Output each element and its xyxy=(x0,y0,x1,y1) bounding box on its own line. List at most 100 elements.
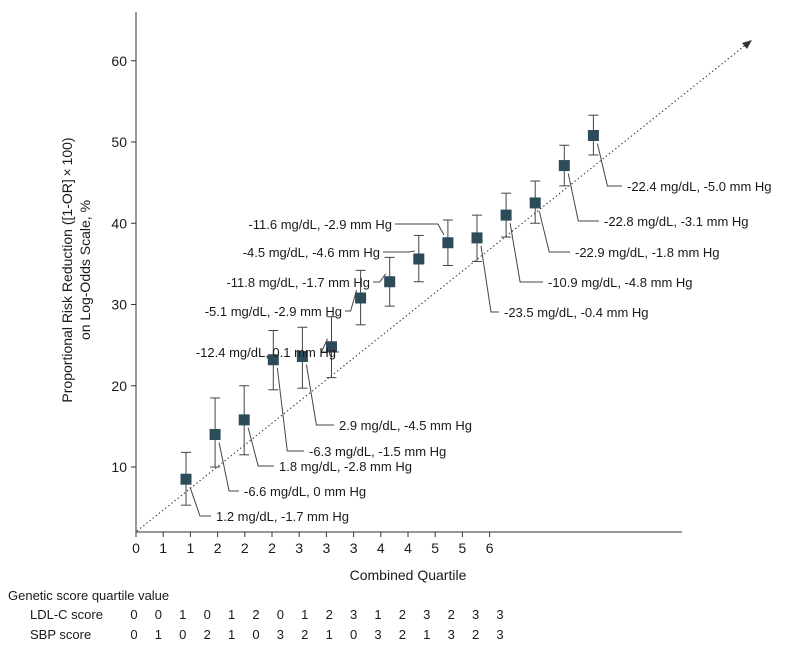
annotation-leader xyxy=(320,338,339,353)
y-axis-title-line-1: Proportional Risk Reduction ([1-OR] × 10… xyxy=(59,137,75,402)
ldl-score-cell: 0 xyxy=(277,607,284,622)
reference-arrowhead xyxy=(742,40,752,49)
x-tick-label: 3 xyxy=(350,540,358,556)
points-layer xyxy=(180,114,599,506)
ldl-score-cell: 3 xyxy=(472,607,479,622)
sbp-score-cell: 3 xyxy=(496,627,503,642)
reference-line-layer xyxy=(136,40,752,532)
point-marker xyxy=(326,341,337,353)
annotation-label: -10.9 mg/dL, -4.8 mm Hg xyxy=(548,275,693,290)
sbp-score-cell: 1 xyxy=(326,627,333,642)
y-tick-label: 10 xyxy=(111,459,127,475)
ldl-score-cell: 1 xyxy=(301,607,308,622)
quartile-table-values: 0 0 1 0 1 2 0 1 2 3 1 2 3 2 3 3 0 1 0 2 1 0 3 2 1 0 3 2 1 3 2 3 xyxy=(130,607,503,642)
ldl-score-cell: 2 xyxy=(399,607,406,622)
annotation-label: -6.6 mg/dL, 0 mm Hg xyxy=(244,484,366,499)
point-marker xyxy=(558,160,570,172)
data-point xyxy=(384,256,396,307)
annotation-leader xyxy=(189,487,211,517)
data-point xyxy=(558,144,570,187)
x-tick-label: 2 xyxy=(214,540,222,556)
ldl-score-cell: 3 xyxy=(350,607,357,622)
ldl-row-label: LDL-C score xyxy=(30,607,103,622)
y-axis-title-line-2: on Log-Odds Scale, % xyxy=(77,200,93,340)
annotation-leader xyxy=(345,289,358,312)
point-annotation: -11.6 mg/dL, -2.9 mm Hg xyxy=(248,217,445,235)
point-annotation: -22.9 mg/dL, -1.8 mm Hg xyxy=(538,210,720,260)
x-tick-label: 5 xyxy=(431,540,439,556)
point-annotation: -6.3 mg/dL, -1.5 mm Hg xyxy=(276,367,446,459)
sbp-score-cell: 2 xyxy=(204,627,211,642)
annotation-leader xyxy=(373,273,387,283)
ldl-score-cell: 2 xyxy=(252,607,259,622)
annotation-leader xyxy=(383,250,415,253)
annotation-leader xyxy=(305,364,334,426)
data-point xyxy=(267,330,279,391)
sbp-score-cell: 3 xyxy=(448,627,455,642)
x-tick-label: 3 xyxy=(295,540,303,556)
annotation-leader xyxy=(247,427,274,467)
sbp-score-cell: 3 xyxy=(374,627,381,642)
x-tick-label: 4 xyxy=(377,540,385,556)
x-tick-label: 0 xyxy=(132,540,140,556)
annotation-label: 1.8 mg/dL, -2.8 mm Hg xyxy=(279,459,412,474)
ldl-score-cell: 3 xyxy=(423,607,430,622)
annotation-layer: 1.2 mg/dL, -1.7 mm Hg -6.6 mg/dL, 0 mm Hg… xyxy=(189,143,772,524)
sbp-score-cell: 1 xyxy=(423,627,430,642)
x-tick-label: 3 xyxy=(323,540,331,556)
annotation-label: -12.4 mg/dL, 0.1 mm Hg xyxy=(196,345,336,360)
y-tick-label: 30 xyxy=(111,297,127,313)
sbp-score-cell: 2 xyxy=(301,627,308,642)
x-tick-label: 1 xyxy=(187,540,195,556)
point-annotation: -10.9 mg/dL, -4.8 mm Hg xyxy=(509,223,693,290)
y-tick-label: 20 xyxy=(111,378,127,394)
sbp-score-cell: 0 xyxy=(179,627,186,642)
data-point xyxy=(413,234,425,283)
y-tick-label: 60 xyxy=(111,53,127,69)
x-tick-label: 4 xyxy=(404,540,412,556)
data-point xyxy=(529,180,541,224)
annotation-label: -6.3 mg/dL, -1.5 mm Hg xyxy=(309,444,446,459)
data-point xyxy=(209,397,221,468)
point-annotation: -23.5 mg/dL, -0.4 mm Hg xyxy=(480,245,649,320)
quartile-table-heading: Genetic score quartile value xyxy=(8,588,169,603)
annotation-label: -22.8 mg/dL, -3.1 mm Hg xyxy=(604,214,749,229)
data-point xyxy=(238,385,250,456)
point-marker xyxy=(413,253,425,265)
ldl-score-cell: 0 xyxy=(130,607,137,622)
point-marker xyxy=(238,414,250,426)
annotation-label: -5.1 mg/dL, -2.9 mm Hg xyxy=(205,304,342,319)
annotation-leader xyxy=(567,173,599,222)
annotation-label: -22.9 mg/dL, -1.8 mm Hg xyxy=(575,245,720,260)
point-marker xyxy=(500,209,512,221)
annotation-label: 2.9 mg/dL, -4.5 mm Hg xyxy=(339,418,472,433)
sbp-score-cell: 2 xyxy=(472,627,479,642)
point-annotation: -22.4 mg/dL, -5.0 mm Hg xyxy=(596,143,772,194)
sbp-score-cell: 1 xyxy=(155,627,162,642)
annotation-leader xyxy=(480,245,499,313)
ldl-score-cell: 1 xyxy=(179,607,186,622)
data-point xyxy=(500,192,512,238)
x-axis-title: Combined Quartile xyxy=(350,567,467,583)
annotation-label: -11.8 mg/dL, -1.7 mm Hg xyxy=(226,275,370,290)
ldl-score-cell: 0 xyxy=(204,607,211,622)
point-marker xyxy=(296,351,308,362)
x-tick-label: 6 xyxy=(486,540,494,556)
ldl-score-cell: 0 xyxy=(155,607,162,622)
point-annotation: -4.5 mg/dL, -4.6 mm Hg xyxy=(243,245,415,260)
point-marker xyxy=(355,292,367,304)
data-point xyxy=(296,326,308,389)
point-annotation: -11.8 mg/dL, -1.7 mm Hg xyxy=(226,273,387,290)
x-tick-label: 2 xyxy=(241,540,249,556)
ldl-score-cell: 2 xyxy=(326,607,333,622)
sbp-score-cell: 1 xyxy=(228,627,235,642)
data-point xyxy=(326,316,337,379)
sbp-score-cell: 2 xyxy=(399,627,406,642)
ldl-score-cell: 3 xyxy=(496,607,503,622)
y-tick-label: 40 xyxy=(111,215,127,231)
sbp-score-cell: 0 xyxy=(350,627,357,642)
x-tick-label: 2 xyxy=(268,540,276,556)
axes-layer: 10 20 30 40 50 60 0 1 1 2 2 2 3 3 3 4 4 5 5 6 xyxy=(111,12,682,556)
point-marker xyxy=(442,237,454,249)
